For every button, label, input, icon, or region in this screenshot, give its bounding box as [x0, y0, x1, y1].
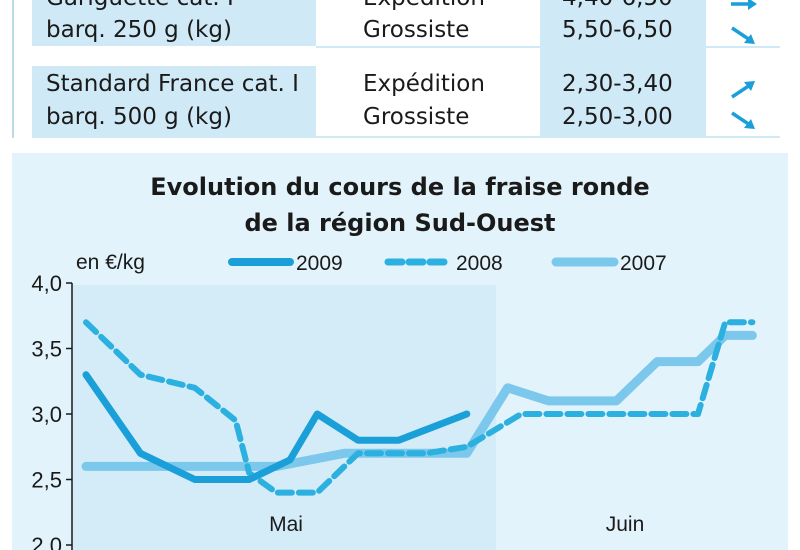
price-table: Gariguette cat. I barq. 250 g (kg) Expéd…	[0, 0, 800, 142]
product-packaging: barq. 500 g (kg)	[46, 104, 232, 130]
product-cell	[32, 0, 316, 46]
market-label: Expédition	[363, 71, 485, 97]
product-cell	[32, 66, 316, 138]
y-tick-label: 2,0	[31, 533, 62, 550]
arrow-right-icon	[731, 0, 757, 10]
price-range: 5,50-6,50	[562, 17, 673, 43]
y-tick-label: 3,5	[31, 337, 62, 362]
series-lines	[81, 319, 757, 496]
legend-label-2007: 2007	[620, 252, 667, 275]
market-label: Grossiste	[363, 17, 470, 43]
y-axis-label: en €/kg	[76, 251, 145, 274]
legend-label-2009: 2009	[296, 252, 343, 275]
product-packaging: barq. 250 g (kg)	[46, 17, 232, 43]
period-label-juin: Juin	[606, 513, 645, 536]
price-range: 2,30-3,40	[562, 71, 673, 97]
market-label: Grossiste	[363, 104, 470, 130]
product-name: Standard France cat. I	[46, 71, 299, 97]
arrow-up-right-icon	[731, 81, 755, 99]
chart-title-line2: de la région Sud-Ouest	[244, 209, 555, 237]
series-line-2008	[83, 319, 756, 496]
legend-label-2008: 2008	[456, 252, 503, 275]
y-tick-label: 3,0	[31, 402, 62, 427]
arrow-down-right-icon	[731, 26, 755, 44]
market-label: Expédition	[363, 0, 485, 14]
y-ticks: 4,0 3,5 3,0 2,5 2,0	[31, 271, 72, 550]
series-line-2009	[82, 371, 471, 483]
product-name: Gariguette cat. I	[46, 0, 234, 14]
arrow-down-right-icon	[731, 111, 755, 129]
period-label-mai: Mai	[269, 513, 303, 536]
y-tick-label: 4,0	[31, 271, 62, 296]
table-left-rule	[12, 0, 14, 138]
price-range: 4,40-6,50	[562, 0, 673, 14]
chart-title-line1: Evolution du cours de la fraise ronde	[150, 173, 649, 201]
y-tick-label: 2,5	[31, 468, 62, 493]
may-band	[72, 285, 496, 550]
price-column-bg	[540, 0, 706, 138]
legend: 2009 2008 2007	[228, 252, 667, 275]
price-range: 2,50-3,00	[562, 104, 673, 130]
